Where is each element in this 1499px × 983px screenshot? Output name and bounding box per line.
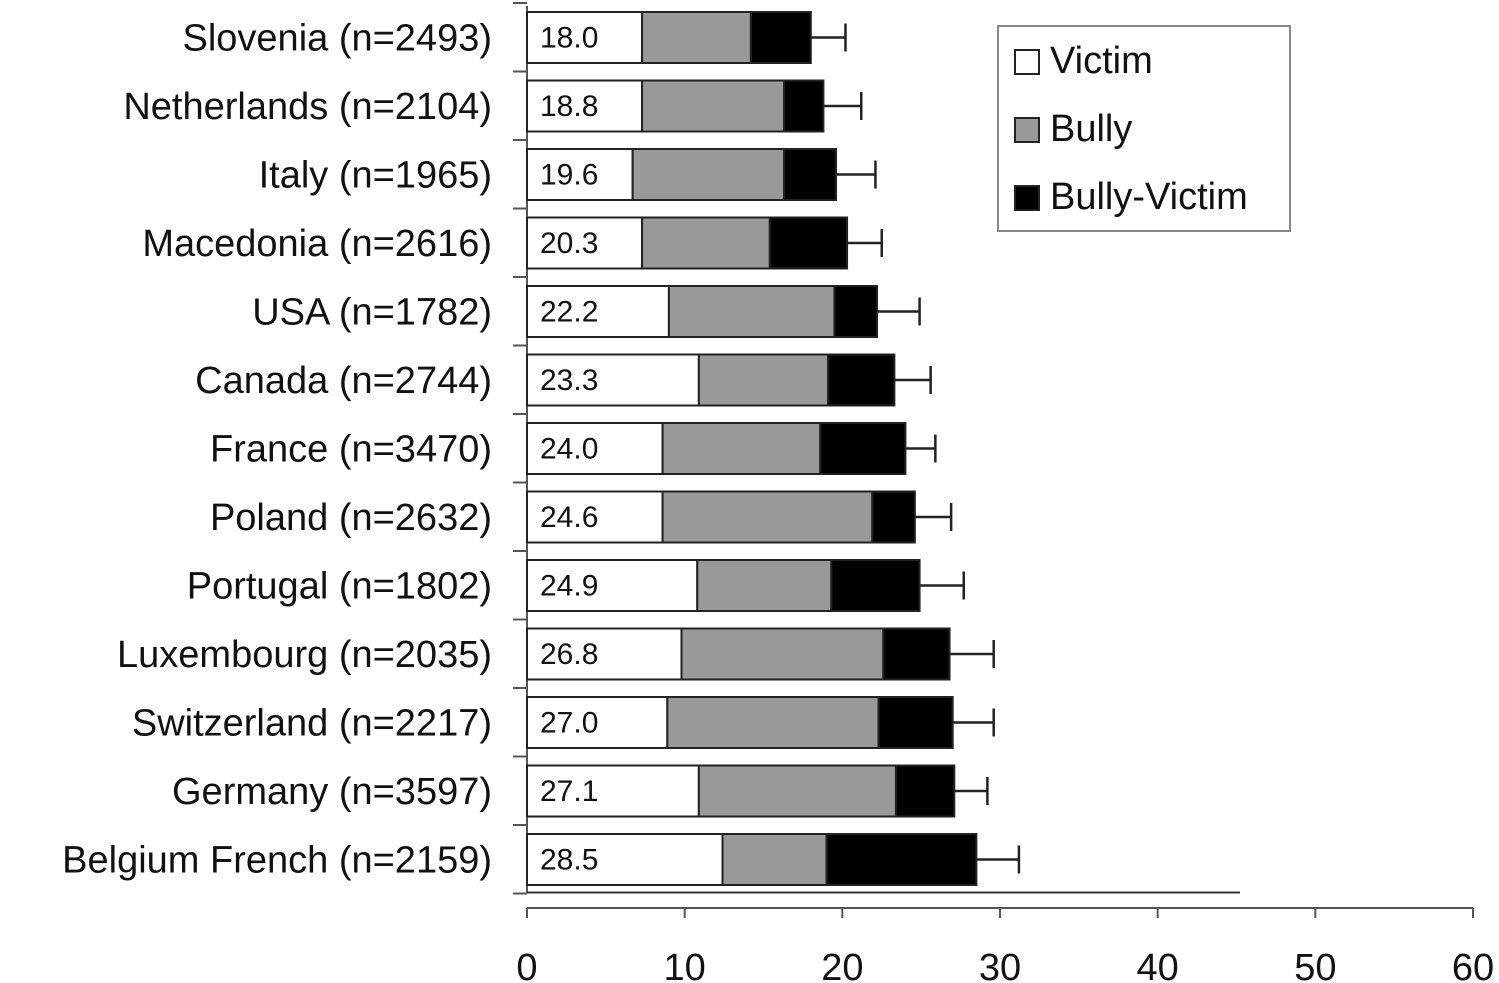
legend-swatch [1014, 117, 1040, 143]
category-label: Belgium French (n=2159) [62, 840, 492, 882]
legend-label: Bully-Victim [1050, 176, 1248, 218]
legend-label: Victim [1050, 40, 1153, 82]
bar-segment-bully-victim [819, 422, 907, 475]
category-label: Italy (n=1965) [259, 155, 492, 197]
x-tick-label: 50 [1294, 947, 1336, 983]
bar-segment-bully-victim [768, 216, 849, 270]
bar-segment-bully-victim [827, 353, 896, 407]
bar-segment-bully-victim [749, 11, 812, 64]
total-value-label: 24.6 [540, 501, 598, 534]
bar-segment-victim [526, 696, 669, 749]
x-tick-label: 40 [1137, 947, 1179, 983]
bar-segment-victim [526, 490, 664, 544]
bar-segment-bully-victim [871, 490, 916, 544]
category-label: Switzerland (n=2217) [132, 703, 492, 745]
x-tick-label: 0 [516, 947, 537, 983]
bar-segment-bully [667, 285, 836, 338]
bar-segment-bully-victim [825, 833, 978, 886]
bar-segment-bully-victim [894, 764, 956, 818]
bar-segment-bully-victim [782, 148, 838, 201]
bar-segment-bully [697, 353, 830, 407]
bar-segment-bully [641, 79, 785, 133]
total-value-label: 22.2 [540, 296, 598, 329]
bar-segment-victim [526, 559, 699, 612]
bar-segment-victim [526, 216, 644, 270]
bar-segment-victim [526, 79, 644, 133]
bar-segment-victim [526, 285, 670, 338]
bar-segment-bully [641, 11, 752, 64]
bar-segment-bully [696, 559, 833, 612]
category-label: USA (n=1782) [252, 292, 492, 334]
category-label: Germany (n=3597) [172, 771, 492, 813]
bar-segment-bully [721, 833, 828, 886]
total-value-label: 18.0 [540, 22, 598, 55]
legend-swatch [1014, 49, 1040, 75]
bar-segment-victim [526, 422, 664, 475]
bar-segment-bully-victim [833, 285, 879, 338]
bar-segment-victim [526, 627, 683, 681]
category-label: Luxembourg (n=2035) [117, 634, 492, 676]
total-value-label: 24.0 [540, 433, 598, 466]
total-value-label: 18.8 [540, 90, 598, 123]
bar-segment-bully-victim [782, 79, 825, 133]
bar-segment-bully-victim [882, 627, 951, 681]
bar-segment-victim [526, 353, 700, 407]
bar-segment-victim [526, 148, 634, 201]
total-value-label: 19.6 [540, 159, 598, 192]
total-value-label: 28.5 [540, 844, 598, 877]
x-tick-label: 20 [821, 947, 863, 983]
category-label: Canada (n=2744) [195, 360, 492, 402]
bar-segment-bully [631, 148, 785, 201]
bar-segment-bully [680, 627, 885, 681]
total-value-label: 27.1 [540, 775, 598, 808]
x-tick-label: 60 [1452, 947, 1494, 983]
total-value-label: 27.0 [540, 707, 598, 740]
bar-segment-bully [641, 216, 771, 270]
category-label: Netherlands (n=2104) [123, 86, 492, 128]
category-label: Slovenia (n=2493) [183, 18, 493, 60]
legend-label: Bully [1050, 108, 1132, 150]
total-value-label: 24.9 [540, 570, 598, 603]
category-label: Poland (n=2632) [210, 497, 492, 539]
bar-segment-bully-victim [830, 559, 921, 612]
category-label: Macedonia (n=2616) [142, 223, 492, 265]
bar-segment-bully [661, 422, 822, 475]
bar-segment-bully [661, 490, 874, 544]
legend-swatch [1014, 185, 1040, 211]
bar-segment-victim [526, 833, 724, 886]
bar-segment-bully-victim [877, 696, 954, 749]
category-label: France (n=3470) [210, 429, 492, 471]
bar-segment-victim [526, 11, 644, 64]
bar-segment-bully [697, 764, 897, 818]
total-value-label: 20.3 [540, 227, 598, 260]
x-tick-label: 10 [664, 947, 706, 983]
bar-segment-bully [666, 696, 880, 749]
category-label: Portugal (n=1802) [187, 566, 492, 608]
total-value-label: 23.3 [540, 364, 598, 397]
legend-box [997, 25, 1291, 232]
x-tick-label: 30 [979, 947, 1021, 983]
total-value-label: 26.8 [540, 638, 598, 671]
bar-segment-victim [526, 764, 700, 818]
